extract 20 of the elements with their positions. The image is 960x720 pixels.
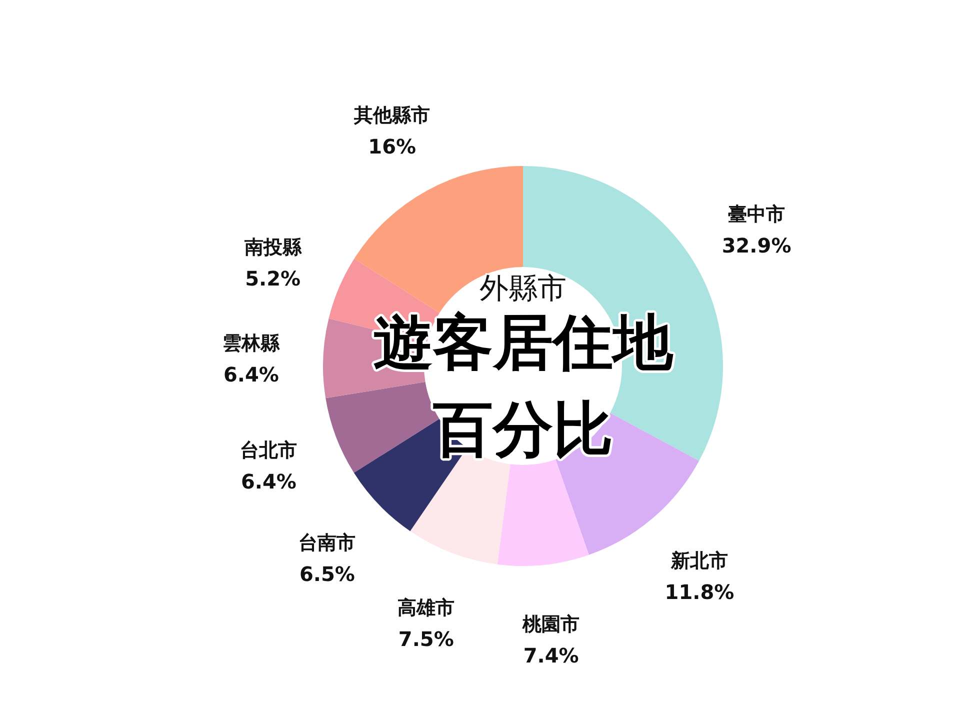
slice-label: 桃園市 xyxy=(522,614,580,636)
data-label: 32.9% xyxy=(722,234,792,258)
data-label: 16% xyxy=(368,134,416,159)
data-label: 6.5% xyxy=(299,562,355,586)
data-label: 5.2% xyxy=(245,266,301,290)
donut-slice xyxy=(497,459,589,566)
slice-label: 台南市 xyxy=(298,532,356,554)
slice-label: 其他縣市 xyxy=(353,104,430,127)
slice-label: 新北市 xyxy=(670,550,728,572)
slice-label: 南投縣 xyxy=(243,236,302,258)
data-label: 6.4% xyxy=(240,469,296,494)
slice-label: 台北市 xyxy=(240,439,298,462)
slice-label: 高雄市 xyxy=(398,597,455,620)
text: 外縣市 xyxy=(480,271,566,305)
data-label: 6.4% xyxy=(223,362,279,386)
data-label: 11.8% xyxy=(664,580,734,604)
slice-label: 雲林縣 xyxy=(222,332,281,354)
slice-label: 臺中市 xyxy=(728,204,786,226)
data-label: 7.5% xyxy=(398,627,454,652)
data-label: 7.4% xyxy=(523,644,579,668)
